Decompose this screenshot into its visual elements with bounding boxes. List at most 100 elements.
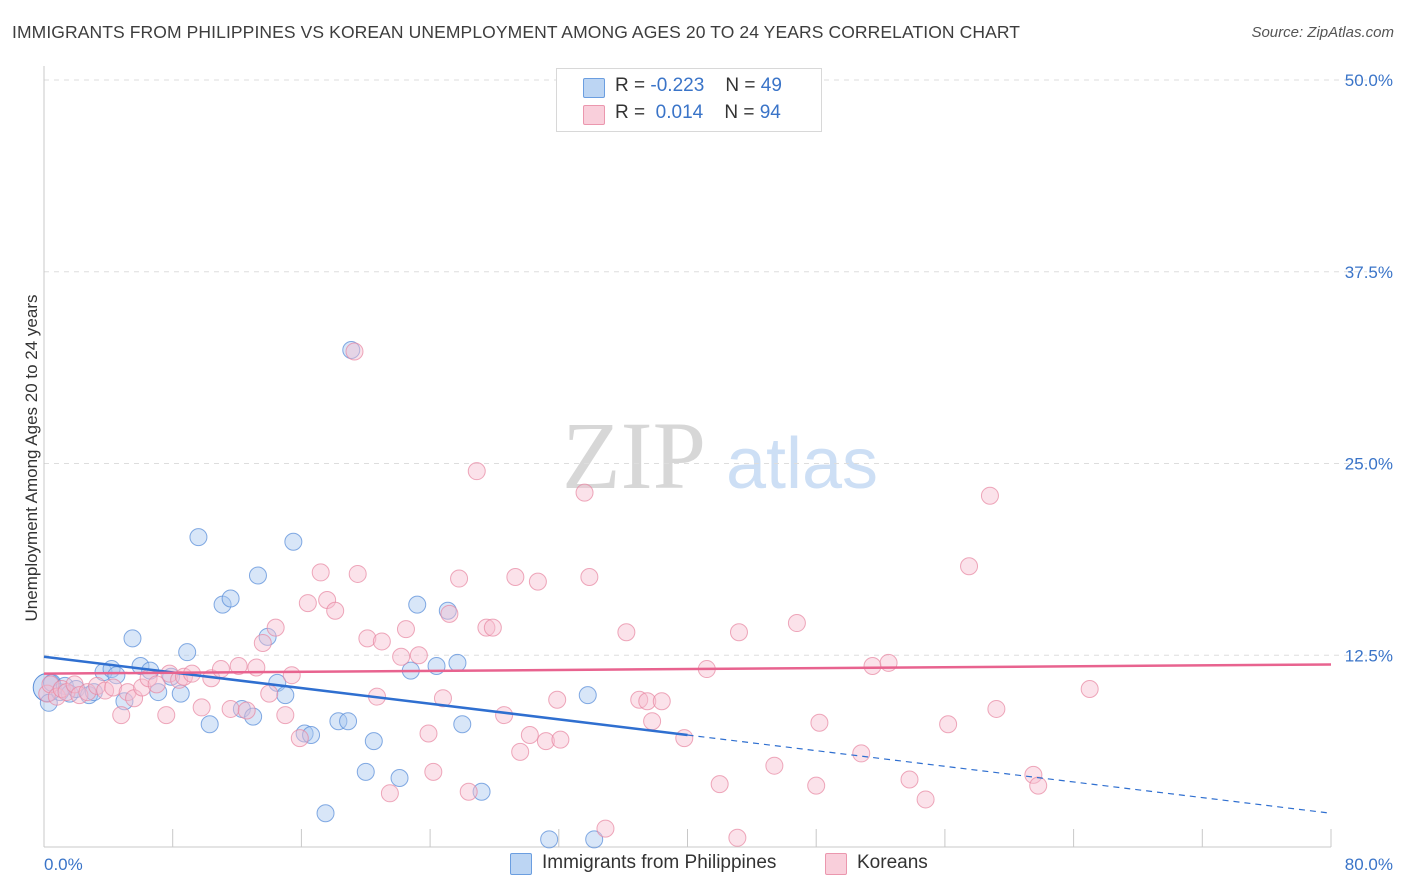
- korean-point: [392, 647, 411, 666]
- philippines-point: [356, 762, 375, 781]
- philippines-point: [284, 532, 303, 551]
- korean-point: [450, 569, 469, 588]
- korean-point: [221, 699, 240, 718]
- korean-point: [1024, 765, 1043, 784]
- watermark-zip: ZIP: [562, 402, 706, 509]
- koreans-legend-swatch: [825, 853, 847, 875]
- philippines-point: [200, 715, 219, 734]
- korean-point: [266, 618, 285, 637]
- r-value: -0.223: [650, 75, 705, 96]
- korean-point: [852, 744, 871, 763]
- r-label: R =: [615, 75, 646, 96]
- korean-point: [483, 618, 502, 637]
- axes: [43, 66, 1332, 848]
- philippines-point: [364, 732, 383, 751]
- philippines-legend-swatch: [510, 853, 532, 875]
- philippines-point: [438, 601, 457, 620]
- korean-point: [710, 775, 729, 794]
- korean-point: [810, 713, 829, 732]
- r-label: R =: [615, 102, 646, 123]
- korean-point: [575, 483, 594, 502]
- watermark-atlas: atlas: [726, 424, 878, 504]
- koreans-swatch: [583, 105, 605, 125]
- n-label: N =: [725, 75, 756, 96]
- korean-point: [290, 729, 309, 748]
- philippines-swatch: [583, 78, 605, 98]
- n-value: 49: [760, 75, 782, 96]
- korean-point: [409, 646, 428, 665]
- gridlines: [44, 79, 1367, 656]
- korean-point: [765, 756, 784, 775]
- philippines-point: [221, 589, 240, 608]
- korean-point: [298, 594, 317, 613]
- philippines-point: [390, 768, 409, 787]
- y-axis-label: Unemployment Among Ages 20 to 24 years: [22, 295, 41, 622]
- korean-point: [78, 683, 97, 702]
- korean-point: [495, 706, 514, 725]
- korean-point: [916, 790, 935, 809]
- korean-point: [1029, 776, 1048, 795]
- trend-lines: [43, 655, 1332, 814]
- philippines-point: [189, 528, 208, 547]
- korean-point: [536, 732, 555, 751]
- korean-point: [643, 712, 662, 731]
- korean-point: [520, 726, 539, 745]
- korean-point: [459, 782, 478, 801]
- philippines-point: [408, 595, 427, 614]
- philippines-point: [578, 686, 597, 705]
- korean-point: [253, 633, 272, 652]
- korean-point: [939, 715, 958, 734]
- korean-point: [580, 568, 599, 587]
- korean-point: [551, 730, 570, 749]
- philippines-trend-extension: [687, 734, 1332, 814]
- korean-point: [511, 742, 530, 761]
- korean-point: [147, 675, 166, 694]
- koreans-legend-label: Koreans: [857, 852, 928, 873]
- n-label: N =: [724, 102, 755, 123]
- korean-point: [247, 658, 266, 677]
- korean-point: [260, 684, 279, 703]
- philippines-point: [123, 629, 142, 648]
- philippines-point: [342, 340, 361, 359]
- philippines-legend-label: Immigrants from Philippines: [542, 852, 777, 873]
- korean-point: [728, 828, 747, 847]
- korean-point: [638, 692, 657, 711]
- korean-point: [467, 462, 486, 481]
- philippines-point: [448, 653, 467, 672]
- source-label: Source: ZipAtlas.com: [1251, 24, 1394, 41]
- korean-point: [380, 784, 399, 803]
- korean-point: [104, 678, 123, 697]
- stats-legend: R = -0.223 N = 49 R = 0.014 N = 94: [556, 68, 822, 132]
- y-tick-label: 37.5%: [1345, 263, 1393, 282]
- korean-point: [807, 776, 826, 795]
- korean-point: [396, 620, 415, 639]
- philippines-point: [585, 830, 604, 849]
- korean-point: [358, 629, 377, 648]
- philippines-point: [178, 643, 197, 662]
- philippines-point: [248, 566, 267, 585]
- watermark: ZIP atlas: [562, 402, 878, 509]
- korean-point: [528, 572, 547, 591]
- korean-point: [229, 656, 248, 675]
- philippines-point: [540, 830, 559, 849]
- korean-point: [652, 692, 671, 711]
- korean-point: [282, 666, 301, 685]
- philippines-trend-line: [43, 655, 688, 737]
- chart-title: IMMIGRANTS FROM PHILIPPINES VS KOREAN UN…: [12, 22, 1021, 42]
- korean-point: [345, 342, 364, 361]
- korean-point: [419, 724, 438, 743]
- koreans-points: [38, 113, 1099, 847]
- philippines-point: [453, 715, 472, 734]
- korean-point: [372, 632, 391, 651]
- korean-point: [276, 706, 295, 725]
- korean-point: [211, 660, 230, 679]
- korean-point: [477, 618, 496, 637]
- korean-point: [348, 564, 367, 583]
- korean-point: [440, 604, 459, 623]
- korean-point: [506, 568, 525, 587]
- korean-point: [980, 486, 999, 505]
- r-value: 0.014: [655, 102, 704, 123]
- korean-point: [1080, 679, 1099, 698]
- philippines-points: [32, 340, 604, 849]
